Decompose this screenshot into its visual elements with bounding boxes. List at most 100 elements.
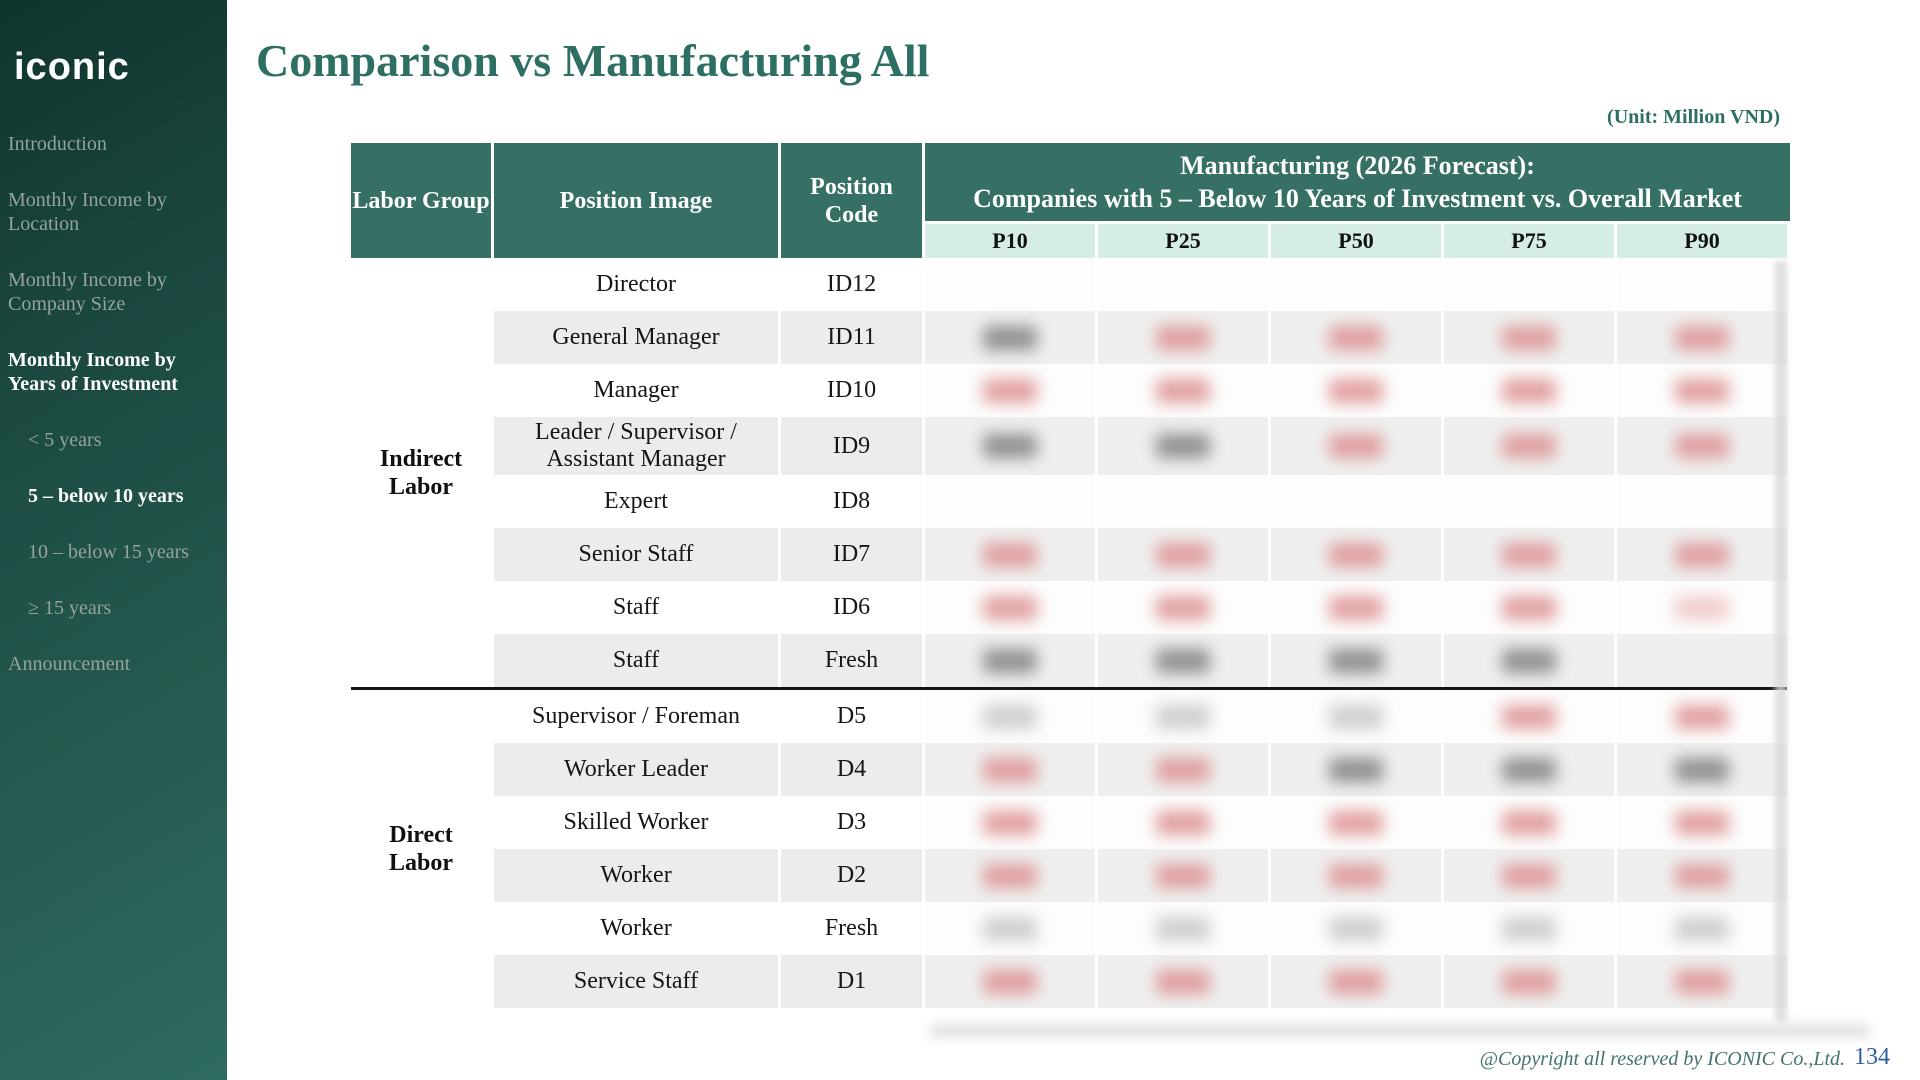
position-code-cell: ID10: [781, 364, 922, 417]
table-row: Director ID12: [351, 258, 1787, 311]
position-code-cell: D1: [781, 955, 922, 1008]
column-gutter: [778, 581, 781, 634]
labor-group-block: Indirect Labor Director ID12 General Manage…: [351, 258, 1787, 687]
redacted-value-blob: [1156, 969, 1210, 994]
redacted-value-cell: [1098, 528, 1268, 581]
redacted-value-blob: [1156, 325, 1210, 350]
redacted-value-cell: [1098, 955, 1268, 1008]
percentile-row: P10 P25 P50 P75 P90: [925, 224, 1790, 258]
position-code-cell: Fresh: [781, 634, 922, 687]
sidebar-nav: Introduction Monthly Income by Location Mo…: [8, 132, 218, 708]
redacted-value-cell: [1444, 364, 1614, 417]
sidebar-item[interactable]: Introduction: [8, 133, 107, 155]
redacted-value-cell: [1271, 258, 1441, 311]
redacted-value-blob: [1156, 434, 1210, 458]
column-gutter: [922, 417, 925, 475]
column-gutter: [1095, 364, 1098, 417]
redacted-value-cell: [1271, 902, 1441, 955]
redacted-value-cell: [1617, 743, 1787, 796]
table-row: Senior Staff ID7: [351, 528, 1787, 581]
redacted-value-cell: [1098, 258, 1268, 311]
position-code-cell: ID6: [781, 581, 922, 634]
redacted-value-blob: [983, 434, 1037, 458]
sidebar-item[interactable]: Monthly Income by Years of Investment: [8, 349, 178, 395]
sidebar-item[interactable]: ≥ 15 years: [28, 597, 112, 619]
redacted-value-blob: [1156, 810, 1210, 835]
column-gutter: [1614, 364, 1617, 417]
position-code-cell: ID11: [781, 311, 922, 364]
column-gutter: [491, 796, 494, 849]
sidebar: iconic Introduction Monthly Income by Loc…: [0, 0, 227, 1080]
redacted-value-blob: [983, 757, 1037, 782]
position-name-cell: Worker: [494, 849, 778, 902]
column-gutter: [1268, 634, 1271, 687]
column-gutter: [922, 581, 925, 634]
column-gutter: [1268, 902, 1271, 955]
column-gutter: [491, 955, 494, 1008]
column-gutter: [1268, 743, 1271, 796]
redacted-value-blob: [1502, 863, 1556, 888]
column-gutter: [778, 634, 781, 687]
header-manufacturing-span: Manufacturing (2026 Forecast): Companies…: [925, 143, 1790, 221]
redacted-value-cell: [1617, 690, 1787, 743]
column-gutter: [922, 955, 925, 1008]
redacted-value-cell: [1617, 258, 1787, 311]
page-title: Comparison vs Manufacturing All: [256, 35, 930, 86]
redacted-value-cell: [925, 690, 1095, 743]
sidebar-item[interactable]: Monthly Income by Company Size: [8, 269, 167, 315]
header-position-code: Position Code: [781, 143, 922, 258]
redacted-value-cell: [925, 258, 1095, 311]
position-code-cell: D2: [781, 849, 922, 902]
column-gutter: [1441, 258, 1444, 311]
sidebar-item[interactable]: 10 – below 15 years: [28, 541, 190, 563]
redacted-value-blob: [1502, 378, 1556, 403]
column-gutter: [1441, 528, 1444, 581]
redacted-value-blob: [1156, 648, 1210, 673]
column-gutter: [778, 364, 781, 417]
redacted-value-blob: [983, 969, 1037, 994]
column-gutter: [922, 475, 925, 528]
column-gutter: [778, 955, 781, 1008]
redacted-value-blob: [1156, 378, 1210, 403]
redacted-value-cell: [1098, 690, 1268, 743]
sidebar-item[interactable]: Monthly Income by Location: [8, 189, 167, 235]
redacted-value-cell: [1271, 849, 1441, 902]
column-gutter: [1095, 311, 1098, 364]
column-gutter: [1268, 955, 1271, 1008]
redacted-value-blob: [983, 325, 1037, 350]
redacted-value-cell: [1271, 796, 1441, 849]
table-row: Staff Fresh: [351, 634, 1787, 687]
position-name-cell: Expert: [494, 475, 778, 528]
redacted-value-blob: [1329, 595, 1383, 620]
column-gutter: [491, 143, 494, 258]
sidebar-item[interactable]: < 5 years: [28, 429, 102, 451]
redacted-value-cell: [1617, 902, 1787, 955]
redacted-value-cell: [1617, 955, 1787, 1008]
column-gutter: [491, 528, 494, 581]
redacted-value-cell: [925, 796, 1095, 849]
redacted-value-blob: [983, 648, 1037, 673]
column-gutter: [1268, 690, 1271, 743]
redacted-value-blob: [1156, 757, 1210, 782]
sidebar-item[interactable]: Announcement: [8, 653, 131, 675]
labor-group-label: Direct Labor: [388, 822, 453, 876]
column-gutter: [922, 634, 925, 687]
column-gutter: [491, 258, 494, 311]
redacted-value-cell: [1444, 849, 1614, 902]
redacted-value-blob: [983, 595, 1037, 620]
table-row: Service Staff D1: [351, 955, 1787, 1008]
column-gutter: [1614, 475, 1617, 528]
column-gutter: [1441, 902, 1444, 955]
column-gutter: [1441, 417, 1444, 475]
redacted-value-blob: [1329, 916, 1383, 941]
span-line-1: Manufacturing (2026 Forecast):: [1180, 151, 1535, 180]
sidebar-item[interactable]: 5 – below 10 years: [28, 485, 184, 507]
redacted-value-blob: [1156, 595, 1210, 620]
redacted-value-blob: [983, 863, 1037, 888]
table-row: Manager ID10: [351, 364, 1787, 417]
table-row: Worker Fresh: [351, 902, 1787, 955]
column-gutter: [1095, 528, 1098, 581]
column-gutter: [1268, 364, 1271, 417]
redacted-value-cell: [1271, 634, 1441, 687]
redacted-value-cell: [1098, 417, 1268, 475]
